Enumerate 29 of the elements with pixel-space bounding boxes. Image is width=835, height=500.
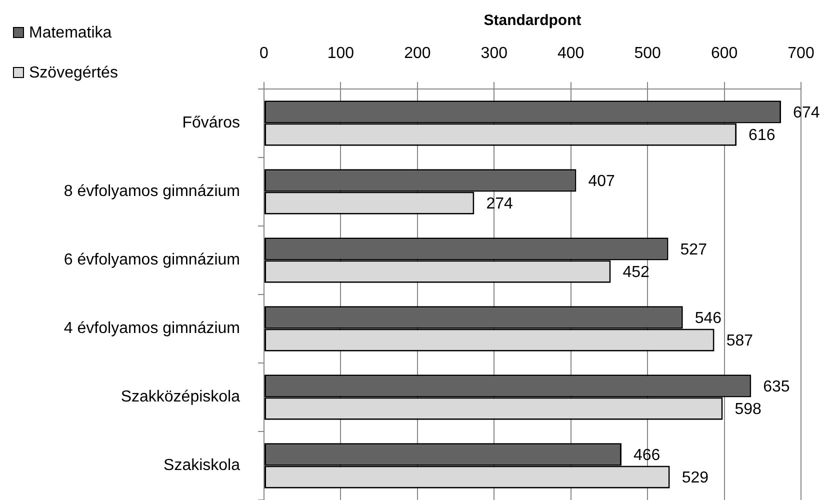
x-tick-label: 600: [710, 44, 738, 62]
y-tick-label: 6 évfolyamos gimnázium: [64, 252, 240, 269]
data-label: 674: [793, 104, 820, 122]
x-tick-label: 400: [558, 44, 584, 62]
x-tick-label: 100: [327, 44, 354, 62]
data-label: 587: [726, 332, 754, 350]
legend-label: Matematika: [29, 24, 112, 42]
legend-label: Szövegértés: [29, 64, 118, 82]
data-label: 527: [680, 241, 708, 258]
data-label: 546: [694, 310, 722, 327]
data-label: 598: [734, 400, 762, 418]
data-label: 452: [622, 264, 650, 281]
y-tick-label: Szakközépiskola: [120, 388, 240, 406]
data-label: 407: [588, 172, 616, 190]
x-axis-title: Standardpont: [484, 12, 582, 30]
x-tick-label: 700: [788, 44, 814, 62]
x-tick-label: 200: [404, 44, 431, 62]
data-label: 529: [682, 469, 709, 486]
y-tick-label: 4 évfolyamos gimnázium: [64, 320, 240, 338]
y-tick-label: Főváros: [182, 114, 240, 132]
data-label: 616: [748, 126, 776, 144]
x-tick-label: 500: [634, 44, 662, 62]
y-tick-label: Szakiskola: [164, 457, 240, 474]
data-label: 635: [763, 378, 790, 396]
data-label: 466: [633, 446, 660, 464]
x-tick-label: 0: [260, 44, 269, 62]
data-label: 274: [486, 195, 513, 212]
y-tick-label: 8 évfolyamos gimnázium: [64, 183, 240, 200]
x-tick-label: 300: [480, 44, 508, 62]
